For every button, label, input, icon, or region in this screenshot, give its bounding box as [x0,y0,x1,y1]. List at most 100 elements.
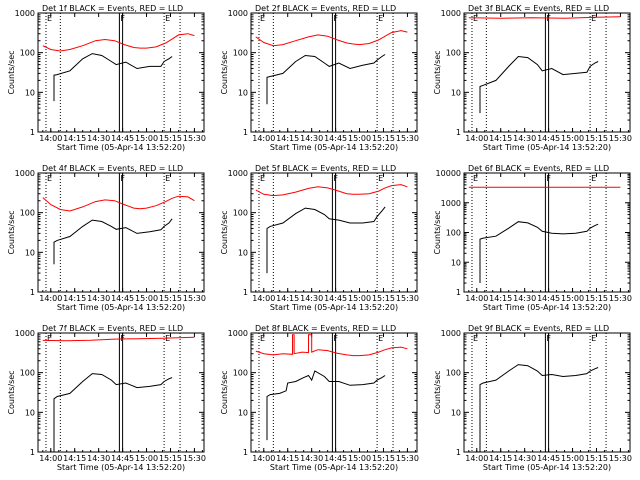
plot-frame [250,332,418,453]
events-rate-line [53,53,173,102]
x-tick-label: 15:15 [585,134,608,143]
x-tick-label: 14:15 [63,294,86,303]
y-axis-label: Counts/sec [7,370,16,414]
x-tick-label: 14:00 [465,134,488,143]
x-tick-label: 15:15 [585,294,608,303]
x-tick-label: 15:15 [372,294,395,303]
x-tick-label: 15:15 [372,134,395,143]
x-tick-label: 14:00 [465,294,488,303]
events-rate-line [479,364,599,452]
x-tick-label: 14:30 [513,134,536,143]
x-tick-label: 15:00 [561,134,584,143]
y-tick-label: 10 [25,88,35,97]
events-rate-line [266,370,386,441]
y-tick-label: 100 [20,369,35,378]
y-tick-label: 1000 [228,329,248,338]
x-tick-label: 14:15 [489,294,512,303]
panel-title: Det 7f BLACK = Events, RED = LLD [42,324,183,333]
x-tick-label: 15:00 [348,134,371,143]
event-marker-label: F [120,174,125,183]
event-marker-label: E [165,174,170,183]
x-tick-label: 14:15 [276,294,299,303]
y-tick-label: 10 [238,88,248,97]
x-tick-label: 15:15 [159,454,182,463]
x-axis-label: Start Time (05-Apr-14 13:52:20) [270,303,398,312]
panel-title: Det 3f BLACK = Events, RED = LLD [468,4,609,13]
y-tick-label: 100 [446,229,461,238]
y-tick-label: 1 [456,288,461,297]
event-marker-label: E [473,334,478,343]
y-tick-label: 10000 [436,169,461,178]
x-tick-label: 14:00 [39,454,62,463]
lld-rate-line [255,184,408,197]
y-tick-label: 10 [238,408,248,417]
x-tick-label: 15:30 [396,294,419,303]
x-tick-label: 14:00 [465,454,488,463]
y-tick-label: 1000 [15,169,35,178]
x-tick-label: 15:30 [609,294,632,303]
y-tick-label: 1 [30,448,35,457]
x-tick-label: 14:45 [111,294,134,303]
y-tick-label: 10 [25,408,35,417]
y-axis-label: Counts/sec [220,210,229,254]
y-tick-label: 1 [456,448,461,457]
y-tick-label: 1 [30,128,35,137]
y-axis-label: Counts/sec [220,50,229,94]
y-axis-label: Counts/sec [433,210,442,254]
x-tick-label: 15:15 [372,454,395,463]
x-tick-label: 14:00 [252,294,275,303]
event-marker-label: E [591,334,596,343]
y-tick-label: 1 [243,128,248,137]
x-axis-label: Start Time (05-Apr-14 13:52:20) [483,143,611,152]
y-axis-label: Counts/sec [7,210,16,254]
y-tick-label: 1 [243,448,248,457]
y-tick-label: 100 [233,49,248,58]
x-tick-label: 14:15 [489,454,512,463]
x-tick-label: 14:15 [63,134,86,143]
panel-title: Det 2f BLACK = Events, RED = LLD [255,4,396,13]
x-tick-label: 14:00 [39,294,62,303]
y-tick-label: 100 [446,49,461,58]
x-tick-label: 14:30 [87,454,110,463]
y-axis-label: Counts/sec [433,50,442,94]
x-tick-label: 15:30 [396,134,419,143]
x-tick-label: 15:30 [183,294,206,303]
x-tick-label: 15:15 [159,294,182,303]
x-tick-label: 15:00 [135,134,158,143]
x-tick-label: 14:30 [300,454,323,463]
x-tick-label: 14:15 [276,134,299,143]
event-marker-label: E [260,334,265,343]
plot-frame [37,12,205,133]
event-marker-label: F [333,174,338,183]
x-tick-label: 14:30 [300,294,323,303]
x-tick-label: 15:30 [183,454,206,463]
event-marker-label: E [260,14,265,23]
y-tick-label: 100 [233,369,248,378]
x-tick-label: 14:30 [87,294,110,303]
plot-frame [250,12,418,133]
event-marker-label: E [47,14,52,23]
panel-title: Det 1f BLACK = Events, RED = LLD [42,4,183,13]
x-tick-label: 15:30 [183,134,206,143]
x-tick-label: 15:00 [135,294,158,303]
x-tick-label: 14:15 [63,454,86,463]
plot-frame [250,172,418,293]
y-tick-label: 100 [20,209,35,218]
x-axis-label: Start Time (05-Apr-14 13:52:20) [270,463,398,472]
x-tick-label: 15:15 [585,454,608,463]
event-marker-label: E [591,174,596,183]
x-tick-label: 14:45 [537,294,560,303]
x-tick-label: 14:30 [513,294,536,303]
y-tick-label: 10 [451,258,461,267]
event-marker-label: F [120,14,125,23]
x-tick-label: 14:15 [489,134,512,143]
y-tick-label: 1000 [441,329,461,338]
lld-rate-line [42,195,195,212]
